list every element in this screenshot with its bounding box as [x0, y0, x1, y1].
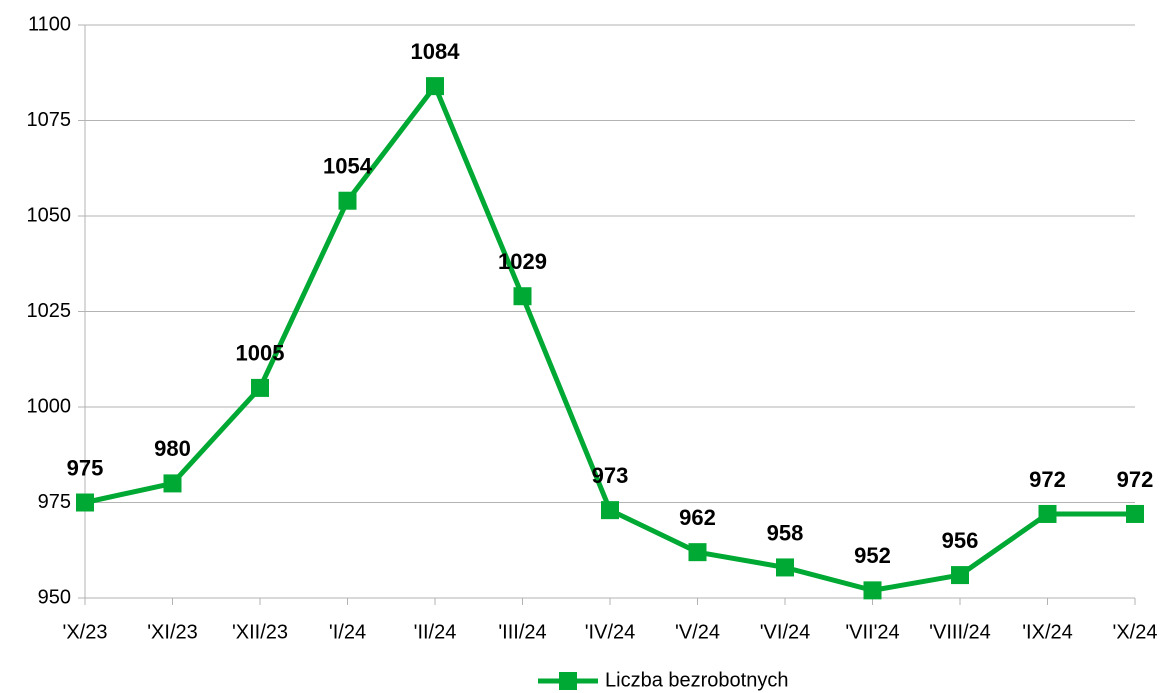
legend-marker: [559, 672, 577, 690]
value-label: 1029: [498, 249, 547, 274]
point: [338, 191, 357, 210]
point: [863, 581, 882, 600]
x-tick-label: 'IV/24: [585, 621, 636, 643]
point: [951, 566, 969, 585]
x-tick-label: 'V/24: [675, 621, 720, 643]
x-tick-label: 'X/23: [63, 621, 108, 643]
point: [776, 558, 794, 577]
x-tick-label: 'I/24: [329, 621, 366, 643]
x-tick-label: 'IX/24: [1022, 621, 1073, 643]
y-tick-label: 950: [38, 586, 71, 608]
value-label: 973: [592, 463, 629, 488]
point: [1126, 504, 1144, 523]
x-tick-label: 'XII/23: [232, 621, 288, 643]
value-label: 962: [679, 505, 716, 530]
y-tick-label: 1075: [27, 109, 72, 131]
x-tick-label: 'VI/24: [760, 621, 811, 643]
value-label: 958: [767, 520, 804, 545]
value-label: 972: [1117, 467, 1154, 492]
value-label: 980: [154, 436, 191, 461]
value-label: 972: [1029, 467, 1066, 492]
point: [426, 77, 444, 96]
point: [513, 287, 532, 306]
value-label: 1054: [323, 154, 373, 179]
value-label: 975: [67, 455, 104, 480]
x-tick-label: 'VIII/24: [929, 621, 991, 643]
legend-label: Liczba bezrobotnych: [605, 669, 788, 691]
y-tick-label: 1000: [27, 395, 72, 417]
point: [688, 543, 707, 562]
x-tick-label: 'III/24: [498, 621, 546, 643]
x-tick-label: 'VII'24: [845, 621, 899, 643]
point: [1038, 504, 1057, 523]
y-tick-label: 1100: [28, 13, 71, 35]
point: [601, 501, 619, 520]
x-tick-label: 'II/24: [414, 621, 457, 643]
value-label: 956: [942, 528, 979, 553]
value-label: 952: [854, 543, 891, 568]
value-label: 1084: [411, 39, 461, 64]
y-tick-label: 975: [38, 491, 71, 513]
x-tick-label: 'XI/23: [147, 621, 198, 643]
point: [76, 493, 94, 512]
x-tick-label: 'X/24: [1113, 621, 1158, 643]
y-tick-label: 1025: [27, 300, 72, 322]
point: [163, 474, 182, 493]
point: [251, 378, 269, 397]
y-tick-label: 1050: [27, 204, 72, 226]
value-label: 1005: [236, 341, 285, 366]
